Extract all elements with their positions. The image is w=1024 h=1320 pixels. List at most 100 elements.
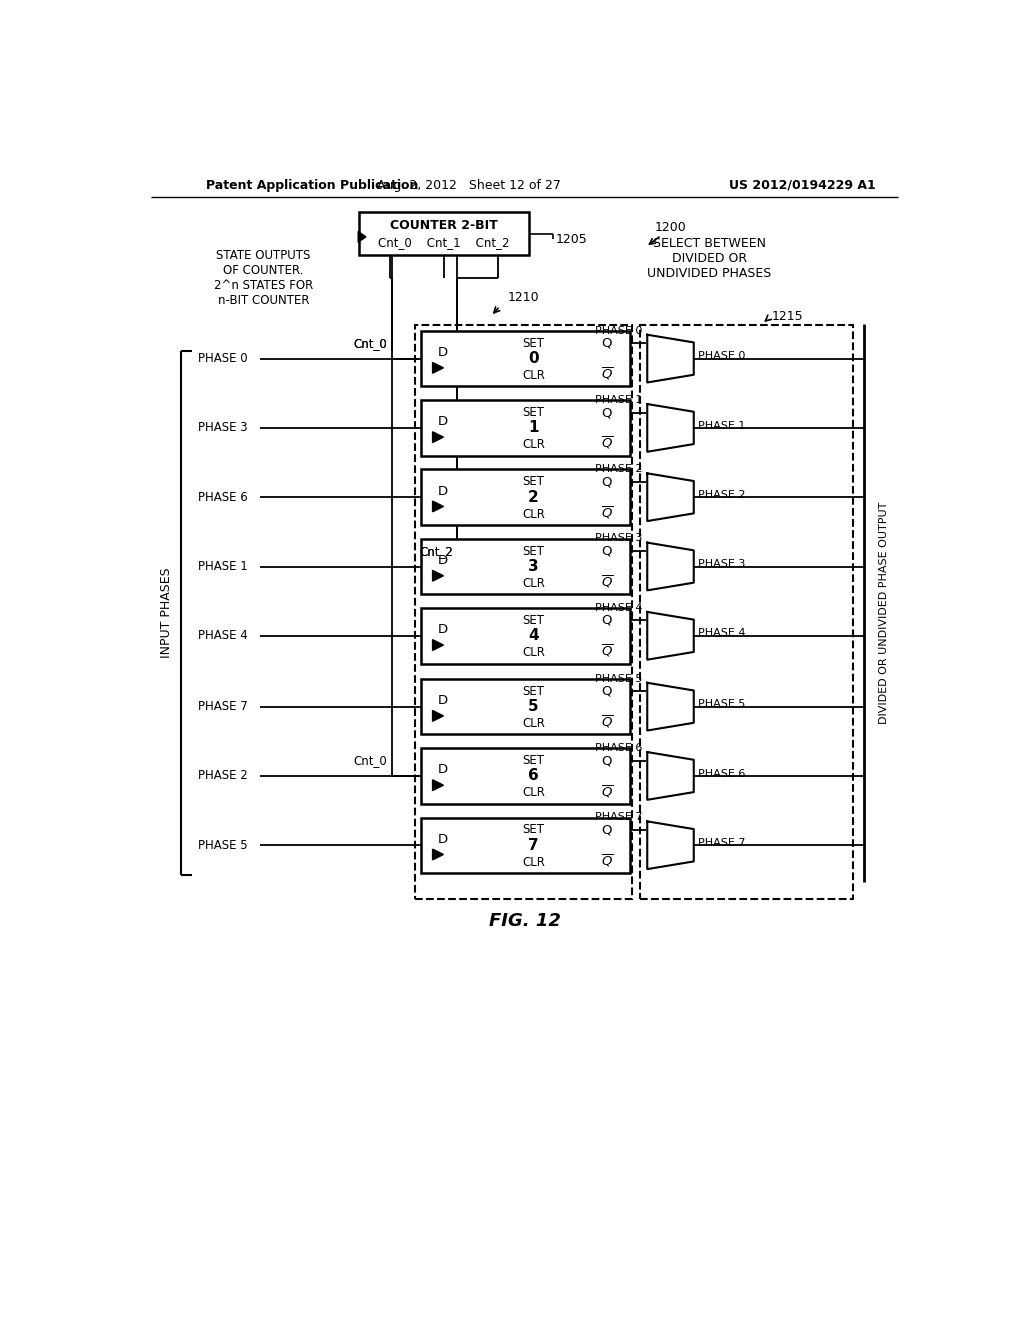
Text: Q: Q [602,545,612,557]
Text: PHASE 4: PHASE 4 [595,603,643,612]
Text: Q: Q [602,685,612,698]
Text: COUNTER 2-BIT: COUNTER 2-BIT [390,219,498,232]
Text: PHASE 3: PHASE 3 [697,560,745,569]
Text: PHASE 7: PHASE 7 [595,812,643,822]
Text: Q: Q [602,824,612,837]
Text: 7: 7 [528,838,539,853]
Text: PHASE 3: PHASE 3 [595,533,643,544]
Text: Cnt_0: Cnt_0 [354,337,388,350]
Text: D: D [437,484,447,498]
Text: Cnt_2: Cnt_2 [420,545,454,557]
Text: CLR: CLR [522,370,545,381]
Text: SET: SET [522,337,545,350]
Text: FIG. 12: FIG. 12 [488,912,561,929]
Text: $\overline{Q}$: $\overline{Q}$ [601,436,613,451]
Text: PHASE 4: PHASE 4 [198,630,248,643]
Text: $\overline{Q}$: $\overline{Q}$ [601,574,613,590]
Text: SET: SET [522,754,545,767]
Bar [421,678,630,734]
Polygon shape [432,849,443,859]
Bar [421,470,630,525]
Text: PHASE 0: PHASE 0 [198,352,248,366]
Text: PHASE 2: PHASE 2 [198,770,248,783]
Text: Q: Q [602,614,612,627]
Text: Aug. 2, 2012   Sheet 12 of 27: Aug. 2, 2012 Sheet 12 of 27 [377,178,561,191]
Text: D: D [437,346,447,359]
Text: PHASE 2: PHASE 2 [697,490,745,500]
Text: PHASE 1: PHASE 1 [198,560,248,573]
Text: PHASE 0: PHASE 0 [595,326,643,335]
Text: CLR: CLR [522,787,545,800]
Text: 5: 5 [528,700,539,714]
Text: D: D [437,623,447,636]
Text: D: D [437,833,447,846]
Text: 1: 1 [528,420,539,436]
Text: 1200: 1200 [654,222,686,234]
Text: CLR: CLR [522,577,545,590]
Polygon shape [358,231,366,243]
Text: PHASE 5: PHASE 5 [697,700,745,709]
Text: CLR: CLR [522,508,545,520]
Text: D: D [437,694,447,708]
Text: SELECT BETWEEN
DIVIDED OR
UNDIVIDED PHASES: SELECT BETWEEN DIVIDED OR UNDIVIDED PHAS… [647,238,771,280]
Bar [421,817,630,873]
Bar [421,748,630,804]
Bar [421,609,630,664]
Text: US 2012/0194229 A1: US 2012/0194229 A1 [729,178,876,191]
Text: PHASE 1: PHASE 1 [697,421,745,430]
Text: INPUT PHASES: INPUT PHASES [160,568,173,657]
Bar [640,326,853,899]
Text: PHASE 1: PHASE 1 [595,395,643,405]
Text: 3: 3 [528,558,539,574]
Polygon shape [432,432,443,442]
Text: Cnt_0: Cnt_0 [354,754,388,767]
Text: Q: Q [602,407,612,418]
Text: CLR: CLR [522,647,545,659]
Text: CLR: CLR [522,438,545,451]
Text: $\overline{Q}$: $\overline{Q}$ [601,643,613,660]
Text: DIVIDED OR UNDIVIDED PHASE OUTPUT: DIVIDED OR UNDIVIDED PHASE OUTPUT [879,502,889,723]
Text: PHASE 6: PHASE 6 [198,491,248,504]
Text: 1215: 1215 [771,310,803,323]
Text: SET: SET [522,475,545,488]
Text: CLR: CLR [522,855,545,869]
Bar [415,326,632,899]
Text: SET: SET [522,614,545,627]
Text: PHASE 6: PHASE 6 [697,768,745,779]
Text: $\overline{Q}$: $\overline{Q}$ [601,504,613,521]
Polygon shape [432,502,443,512]
Text: PHASE 3: PHASE 3 [198,421,248,434]
Text: PHASE 7: PHASE 7 [198,700,248,713]
Text: SET: SET [522,824,545,837]
Polygon shape [432,363,443,374]
Text: STATE OUTPUTS
OF COUNTER.
2^n STATES FOR
n-BIT COUNTER: STATE OUTPUTS OF COUNTER. 2^n STATES FOR… [214,248,313,306]
Text: SET: SET [522,407,545,418]
Text: SET: SET [522,545,545,557]
Text: PHASE 0: PHASE 0 [697,351,745,362]
Text: $\overline{Q}$: $\overline{Q}$ [601,783,613,800]
Text: D: D [437,763,447,776]
Text: 0: 0 [528,351,539,366]
Text: 6: 6 [528,768,539,784]
Text: Cnt_2: Cnt_2 [420,545,454,557]
Polygon shape [432,640,443,651]
Text: PHASE 4: PHASE 4 [697,628,745,639]
Text: 2: 2 [528,490,539,504]
Bar [421,331,630,387]
Text: CLR: CLR [522,717,545,730]
Text: PHASE 5: PHASE 5 [595,673,643,684]
Text: PHASE 6: PHASE 6 [595,743,643,752]
Bar [421,539,630,594]
Text: $\overline{Q}$: $\overline{Q}$ [601,366,613,383]
Text: 1205: 1205 [556,232,588,246]
Text: Q: Q [602,475,612,488]
Polygon shape [432,710,443,721]
Text: PHASE 5: PHASE 5 [198,838,248,851]
Text: $\overline{Q}$: $\overline{Q}$ [601,714,613,730]
Polygon shape [432,780,443,791]
Text: PHASE 7: PHASE 7 [697,838,745,847]
Polygon shape [432,570,443,581]
Text: PHASE 2: PHASE 2 [595,465,643,474]
Text: SET: SET [522,685,545,698]
Bar [359,213,529,255]
